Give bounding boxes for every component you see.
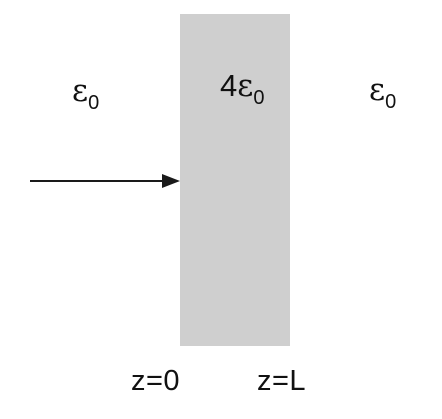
left-region-permittivity-label: ε0 (72, 73, 99, 114)
slab-epsilon-symbol: ε (237, 68, 254, 104)
boundary-zL-label: z=L (257, 365, 307, 397)
slab-permittivity-coefficient: 4 (220, 68, 238, 103)
right-epsilon-subscript: 0 (385, 91, 397, 113)
boundary-z0-label: z=0 (131, 365, 181, 397)
dielectric-slab (180, 14, 290, 346)
right-region-permittivity-label: ε0 (369, 72, 396, 113)
slab-epsilon-subscript: 0 (253, 87, 265, 109)
incident-wave-arrow-head (162, 174, 180, 188)
incident-wave-arrow (30, 174, 180, 188)
left-epsilon-symbol: ε (72, 73, 89, 109)
left-epsilon-subscript: 0 (88, 92, 100, 114)
right-epsilon-symbol: ε (369, 72, 386, 108)
slab-permittivity-label: 4ε0 (220, 68, 264, 108)
